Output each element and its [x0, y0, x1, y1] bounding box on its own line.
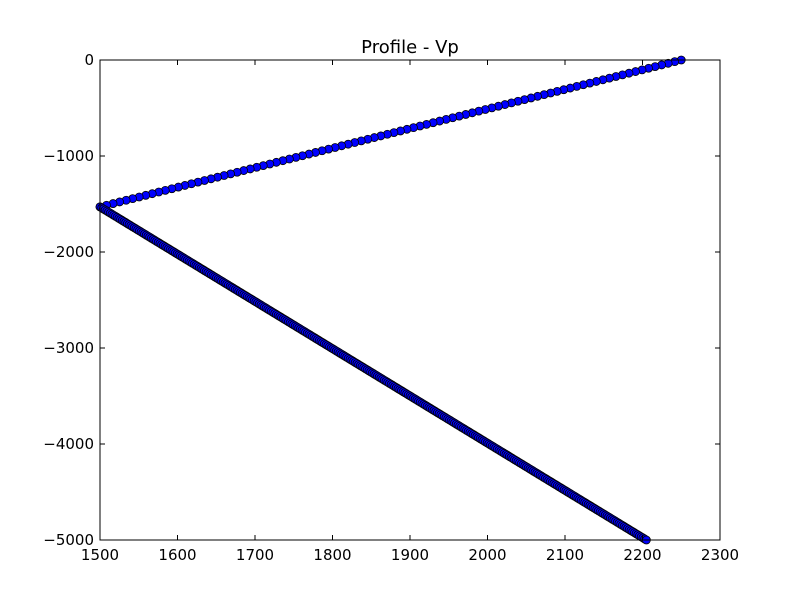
x-tick-label: 1900 — [391, 546, 429, 564]
y-tick-label: −4000 — [43, 435, 94, 453]
data-points-layer — [95, 55, 686, 545]
x-tick-label: 2000 — [468, 546, 506, 564]
tick-labels-layer: 1500 1600 1700 1800 1900 2000 2100 2200 2300 0 −10… — [43, 51, 739, 564]
x-tick-label: 2100 — [546, 546, 584, 564]
y-tick-label: −3000 — [43, 339, 94, 357]
x-tick-label: 1600 — [158, 546, 196, 564]
x-tick-label: 1700 — [236, 546, 274, 564]
chart-title: Profile - Vp — [361, 37, 459, 58]
axis-ticks-layer — [99, 59, 721, 541]
x-tick-label: 2200 — [623, 546, 661, 564]
x-tick-label: 2300 — [701, 546, 739, 564]
y-tick-label: −2000 — [43, 243, 94, 261]
x-tick-label: 1500 — [81, 546, 119, 564]
y-tick-label: 0 — [84, 51, 94, 69]
x-tick-label: 1800 — [313, 546, 351, 564]
y-tick-label: −5000 — [43, 531, 94, 549]
y-tick-label: −1000 — [43, 147, 94, 165]
